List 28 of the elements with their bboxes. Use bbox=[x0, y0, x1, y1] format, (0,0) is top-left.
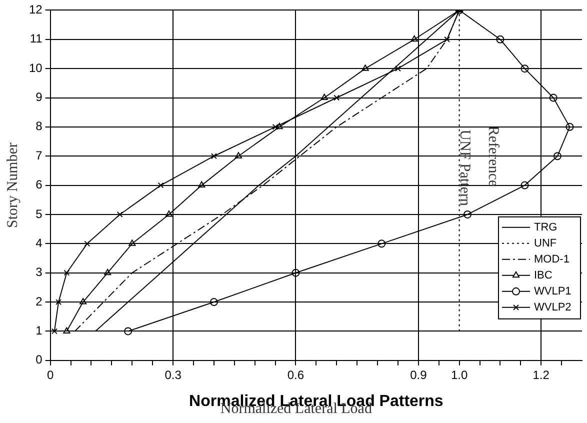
legend-label: WVLP1 bbox=[534, 285, 572, 298]
y-tick-label: 5 bbox=[36, 206, 43, 221]
y-tick-label: 3 bbox=[36, 265, 43, 280]
annotation: Reference bbox=[485, 126, 501, 187]
y-tick-label: 4 bbox=[36, 236, 43, 250]
x-tick-label: 0.6 bbox=[287, 368, 304, 382]
y-tick-label: 12 bbox=[28, 2, 43, 17]
y-tick-label: 11 bbox=[30, 32, 43, 46]
legend-label: MOD-1 bbox=[534, 253, 570, 266]
y-tick-label: 2 bbox=[36, 294, 43, 308]
x-tick-label: 0.9 bbox=[410, 368, 428, 382]
x-tick-label: 1.2 bbox=[532, 368, 550, 382]
legend-label: IBC bbox=[534, 269, 552, 282]
y-tick-label: 9 bbox=[36, 90, 43, 104]
y-tick-label: 1 bbox=[36, 324, 43, 338]
x-tick-label: 0.3 bbox=[164, 368, 182, 382]
y-tick-label: 10 bbox=[28, 60, 43, 75]
y-tick-label: 7 bbox=[36, 148, 43, 162]
annotation: UNF Pattern bbox=[456, 130, 472, 206]
y-axis-title: Story Number bbox=[4, 142, 21, 228]
y-tick-label: 6 bbox=[36, 178, 43, 192]
x-tick-label: 1.0 bbox=[450, 368, 468, 382]
y-tick-label: 0 bbox=[36, 352, 43, 367]
legend-label: UNF bbox=[534, 237, 557, 250]
y-tick-label: 8 bbox=[36, 119, 43, 134]
legend-label: WVLP2 bbox=[534, 301, 572, 314]
legend-label: TRG bbox=[534, 221, 558, 234]
x-tick-label: 0 bbox=[47, 368, 54, 382]
